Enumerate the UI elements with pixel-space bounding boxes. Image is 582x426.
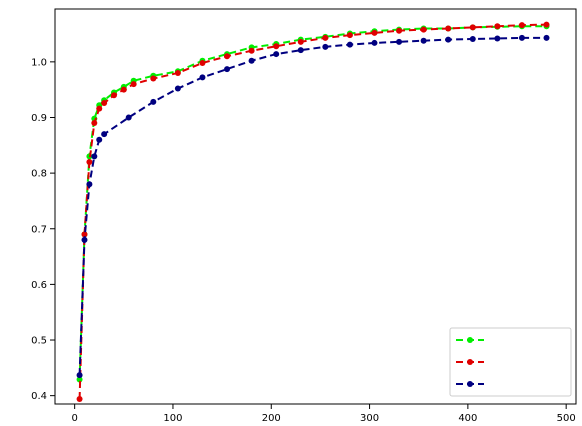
data-point: [101, 131, 108, 138]
legend-marker: [467, 359, 473, 365]
x-tick-label: 300: [360, 413, 379, 424]
x-tick-label: 500: [557, 413, 576, 424]
data-point: [420, 37, 427, 44]
series-line: [78, 25, 547, 380]
data-point: [130, 81, 137, 88]
y-tick-label: 0.6: [31, 280, 47, 291]
legend-entry: [456, 381, 484, 387]
series-3: [76, 34, 550, 379]
data-point: [494, 35, 501, 42]
legend: [449, 327, 572, 397]
data-point: [150, 98, 157, 105]
data-point: [86, 158, 93, 165]
data-point: [469, 24, 476, 31]
data-point: [420, 26, 427, 33]
series-layer: [76, 21, 550, 402]
x-tick-label: 0: [71, 413, 77, 424]
data-point: [346, 32, 353, 39]
series-2: [76, 21, 550, 402]
data-point: [120, 86, 127, 93]
data-point: [396, 38, 403, 45]
data-point: [76, 395, 83, 402]
data-point: [469, 36, 476, 43]
data-point: [322, 34, 329, 41]
data-point: [199, 59, 206, 66]
legend-marker: [467, 337, 473, 343]
y-tick-label: 0.8: [31, 169, 47, 180]
data-point: [96, 105, 103, 112]
data-point: [371, 39, 378, 46]
legend-entry: [456, 359, 484, 365]
data-point: [273, 51, 280, 58]
y-tick-label: 0.7: [31, 224, 47, 235]
legend-marker: [467, 381, 473, 387]
data-point: [150, 75, 157, 82]
data-point: [199, 74, 206, 81]
data-point: [543, 34, 550, 41]
legend-entry: [456, 337, 484, 343]
data-point: [76, 372, 83, 379]
y-tick-label: 0.4: [31, 391, 47, 402]
legend-box: [449, 327, 572, 397]
data-point: [346, 41, 353, 48]
data-point: [396, 27, 403, 34]
data-point: [273, 43, 280, 50]
data-point: [81, 236, 88, 243]
x-tick-label: 400: [458, 413, 477, 424]
data-point: [494, 23, 501, 30]
data-point: [81, 231, 88, 238]
plot-area-frame: [54, 8, 577, 405]
data-point: [543, 21, 550, 28]
data-point: [248, 57, 255, 64]
series-line: [78, 23, 547, 400]
data-point: [174, 85, 181, 92]
data-point: [125, 114, 132, 121]
series-line: [78, 36, 547, 376]
data-point: [96, 136, 103, 143]
data-point: [110, 92, 117, 99]
data-point: [322, 43, 329, 50]
data-point: [248, 47, 255, 54]
data-point: [445, 25, 452, 32]
data-point: [91, 120, 98, 127]
y-axis: 0.4 0.5 0.6 0.7 0.8 0.9 1.0: [31, 57, 55, 402]
data-point: [174, 69, 181, 76]
data-point: [101, 100, 108, 107]
data-point: [224, 53, 231, 60]
data-point: [371, 29, 378, 36]
data-point: [91, 153, 98, 160]
x-tick-label: 200: [262, 413, 281, 424]
y-tick-label: 1.0: [31, 57, 47, 68]
data-point: [445, 36, 452, 43]
y-tick-label: 0.5: [31, 336, 47, 347]
data-point: [518, 34, 525, 41]
data-point: [297, 47, 304, 54]
x-axis: 0 100 200 300 400 500: [71, 404, 576, 424]
data-point: [224, 66, 231, 73]
y-tick-label: 0.9: [31, 113, 47, 124]
data-point: [76, 376, 83, 383]
data-point: [86, 181, 93, 188]
data-point: [518, 22, 525, 29]
data-point: [297, 38, 304, 45]
x-tick-label: 100: [163, 413, 182, 424]
